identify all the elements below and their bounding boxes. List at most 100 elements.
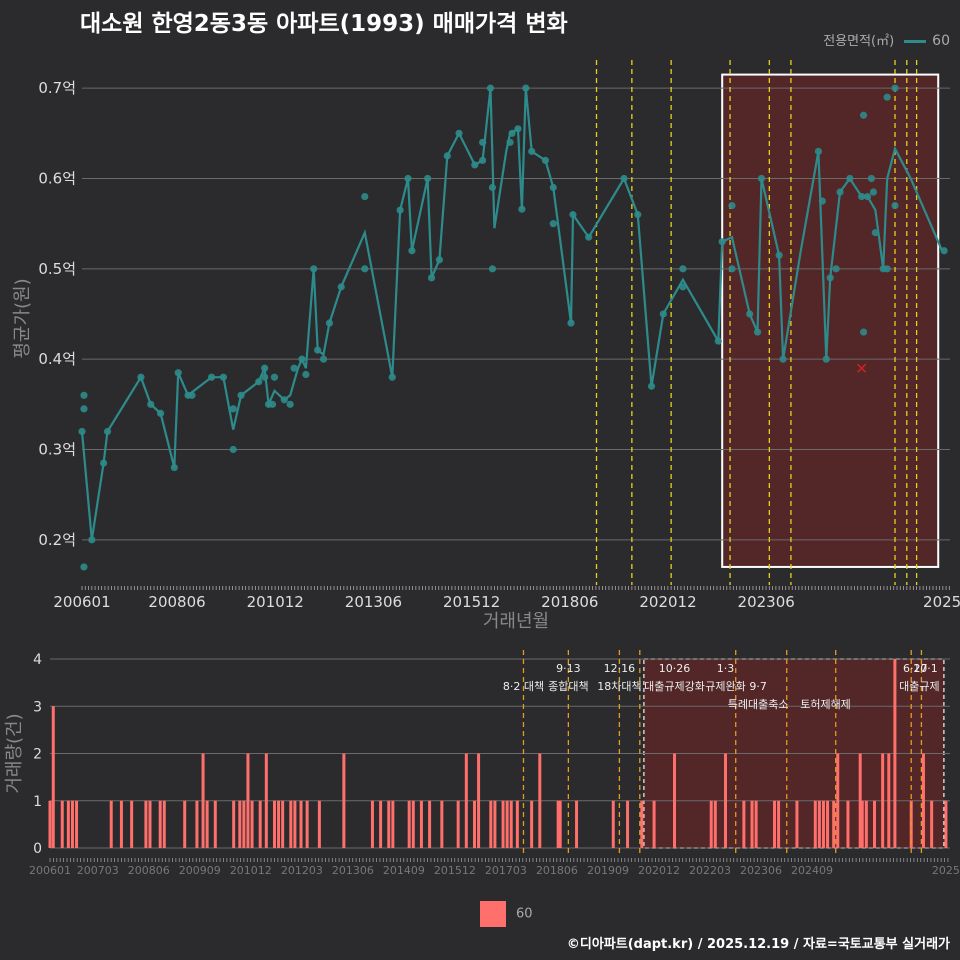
price-point xyxy=(846,174,854,183)
volume-bar xyxy=(846,800,850,848)
y-tick-label: 2 xyxy=(33,747,42,763)
x-tick-label: 202306 xyxy=(738,593,795,611)
price-point xyxy=(237,391,245,399)
price-point xyxy=(479,156,487,165)
price-point xyxy=(78,427,86,436)
volume-bar xyxy=(250,800,254,848)
volume-bar xyxy=(864,800,868,848)
volume-bar xyxy=(264,753,268,848)
source-credit: ©디아파트(dapt.kr) / 2025.12.19 / 자료=국토교통부 실… xyxy=(566,937,950,952)
price-point xyxy=(728,201,736,210)
price-point xyxy=(100,459,108,467)
price-point xyxy=(388,373,396,381)
price-point xyxy=(775,251,783,259)
volume-bar xyxy=(860,800,864,848)
price-point xyxy=(718,238,726,246)
volume-bar xyxy=(709,800,713,848)
price-point xyxy=(137,373,145,381)
volume-bar xyxy=(821,800,825,848)
volume-bar xyxy=(195,800,199,848)
y-tick-label: 0.4억 xyxy=(38,350,76,368)
price-point xyxy=(404,174,412,183)
policy-annotation: 토허제해제 xyxy=(800,697,851,711)
price-point xyxy=(314,346,322,354)
volume-bar xyxy=(626,800,630,848)
volume-bar xyxy=(232,800,236,848)
price-point xyxy=(156,409,165,417)
policy-annotation: 10·26 xyxy=(659,662,691,675)
policy-annotation: 규제완화 xyxy=(705,680,745,693)
x-tick-label: 201806 xyxy=(541,593,598,611)
price-point xyxy=(310,265,318,273)
volume-bar xyxy=(60,800,64,848)
volume-bar xyxy=(272,800,276,848)
volume-bar xyxy=(836,753,840,848)
volume-bar xyxy=(299,800,303,848)
x-tick-label: 200806 xyxy=(148,593,205,611)
price-point xyxy=(290,364,298,372)
price-point xyxy=(229,405,237,413)
price-point xyxy=(522,84,530,92)
volume-bar xyxy=(342,753,346,848)
price-point xyxy=(891,201,899,210)
price-point xyxy=(508,129,516,137)
x-tick-label: 2025 xyxy=(923,593,960,611)
price-point xyxy=(455,129,463,137)
price-point xyxy=(319,355,328,363)
bar-legend: 60 xyxy=(480,901,533,927)
y-tick-label: 1 xyxy=(33,794,42,810)
price-point xyxy=(270,373,279,381)
price-point xyxy=(396,206,404,214)
volume-bar xyxy=(66,800,70,848)
volume-bar xyxy=(387,800,391,848)
volume-bar xyxy=(75,800,79,848)
price-point xyxy=(891,84,899,92)
volume-bar xyxy=(826,800,830,848)
volume-bar xyxy=(489,800,493,848)
volume-bar xyxy=(289,800,293,848)
price-line xyxy=(80,87,944,540)
volume-bar xyxy=(742,800,746,848)
volume-bar xyxy=(109,800,113,848)
volume-bar xyxy=(162,800,166,848)
price-point xyxy=(424,174,432,183)
price-point xyxy=(822,355,830,363)
volume-bar xyxy=(893,659,897,848)
price-point xyxy=(471,161,479,169)
price-point xyxy=(286,400,294,408)
volume-bar xyxy=(201,753,205,848)
y-tick-label: 3 xyxy=(33,699,42,715)
price-point xyxy=(826,274,834,282)
price-point xyxy=(818,197,826,205)
x-tick-label: 202012 xyxy=(639,593,696,611)
volume-bar xyxy=(881,753,885,848)
price-point xyxy=(528,147,536,155)
price-point xyxy=(779,355,787,363)
x-tick-label: 201409 xyxy=(383,864,425,877)
price-point xyxy=(174,369,182,377)
volume-bar xyxy=(419,800,423,848)
policy-annotation: 8·2 대책 xyxy=(503,680,544,693)
volume-bar xyxy=(213,800,217,848)
volume-bar xyxy=(640,800,644,848)
policy-annotation: 9·13 xyxy=(556,662,581,675)
price-chart: 0.2억 0.3억 0.4억 0.5억 0.6억 0.7억 200601 200806 2010… xyxy=(12,60,960,632)
price-point xyxy=(634,211,642,219)
price-point xyxy=(567,319,575,327)
volume-bar xyxy=(538,753,542,848)
price-point xyxy=(514,125,522,133)
price-point xyxy=(867,174,876,183)
volume-bar xyxy=(242,800,246,848)
volume-bar xyxy=(456,800,460,848)
price-point xyxy=(832,265,840,273)
price-point xyxy=(814,147,823,155)
legend-value: 60 xyxy=(932,33,950,49)
price-point xyxy=(488,265,497,273)
y-tick-label: 0.6억 xyxy=(38,169,76,187)
x-tick-label: 201512 xyxy=(443,593,500,611)
volume-bar xyxy=(509,800,513,848)
volume-bar xyxy=(501,800,505,848)
legend-bar-value: 60 xyxy=(516,906,533,922)
price-point xyxy=(549,183,557,192)
volume-bar xyxy=(750,800,754,848)
